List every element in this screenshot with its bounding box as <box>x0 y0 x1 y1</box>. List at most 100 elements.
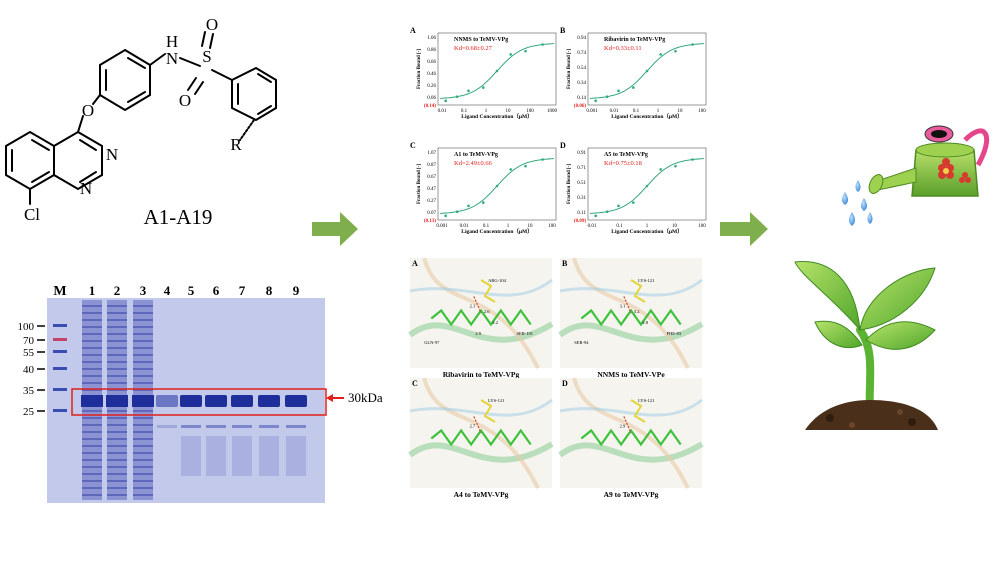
mst-xtick: 1 <box>507 224 510 229</box>
gel-lane <box>258 395 280 476</box>
mst-title: NNMS to TeMV-VPg <box>454 37 508 43</box>
atom-h: H <box>166 32 178 51</box>
gel-lane <box>106 300 128 500</box>
mst-data-point <box>467 204 470 208</box>
mst-title: A5 to TeMV-VPg <box>604 152 648 158</box>
gel-lane <box>81 300 103 500</box>
mst-xtick: 0.01 <box>610 109 619 114</box>
right-arrow-icon <box>720 212 768 246</box>
mst-data-point <box>659 53 662 56</box>
mst-ytick: 1.06 <box>427 36 436 41</box>
mst-xtick: 0.01 <box>438 109 447 114</box>
right-arrow-icon <box>312 212 358 246</box>
gel-lane <box>231 395 253 476</box>
mst-ytick: 0.67 <box>427 175 436 180</box>
chemical-structure <box>5 31 277 205</box>
chemical-atom-labels: H N S O O O N N R Cl <box>24 15 242 224</box>
gel-lane <box>180 395 202 476</box>
mst-xtick: 0.1 <box>483 224 490 229</box>
water-drops <box>842 180 873 226</box>
docking-caption: NNMS to TeMV-VPe <box>597 370 665 379</box>
docking-caption: A9 to TeMV-VPg <box>604 490 659 499</box>
gel-lane <box>156 395 178 428</box>
gel-lane-label: 1 <box>89 283 96 298</box>
mst-ytick: 0.71 <box>577 166 586 171</box>
mst-xtick: 0.1 <box>616 224 623 229</box>
water-drop-icon <box>855 180 861 192</box>
mst-xtick: 1 <box>646 224 649 229</box>
hydrogen-bond <box>623 296 632 314</box>
gel-lane-label: 5 <box>188 283 195 298</box>
mst-data-point <box>467 89 470 93</box>
mst-panel: A NNMS to TeMV-VPg Kd=0.68±0.27 1.06 0.86 0.6… <box>410 26 558 120</box>
atom-n1: N <box>106 145 118 164</box>
mst-data-point <box>659 168 662 171</box>
docking-panel: A Ribavirin to TeMV-VPg ARG-104 GLN-97 SER-1… <box>408 257 554 379</box>
pyrimidine-ring <box>53 130 103 191</box>
mst-ylabel: Fraction Bound [-] <box>567 49 572 89</box>
docking-panel: B NNMS to TeMV-VPe LYS-121 SER-94 PHE-83 3.1 3… <box>558 257 704 379</box>
mst-xlabel: Ligand Concentration（μM） <box>611 112 682 120</box>
mst-ytick: 0.27 <box>427 199 436 204</box>
gel-mw-label: 70 <box>23 335 35 347</box>
target-band-box <box>71 388 327 416</box>
mst-ytick: 0.34 <box>577 81 586 86</box>
mst-data-point <box>541 158 544 161</box>
mst-data-point <box>617 89 620 93</box>
mst-data-point <box>605 210 609 213</box>
mst-plot-frame <box>587 147 707 221</box>
docking-distance-label: 2.9 <box>620 424 626 429</box>
water-drop-icon <box>867 212 873 224</box>
water-drop-icon <box>849 212 855 226</box>
mst-kd: Kd=0.33±0.11 <box>604 45 642 52</box>
mst-data-point <box>674 49 677 53</box>
mst-kd: Kd=0.75±0.18 <box>604 160 642 167</box>
mst-ytick: 0.31 <box>577 196 586 201</box>
mst-data-point <box>594 214 597 218</box>
docking-distance-label: 2.6 <box>484 309 490 314</box>
gel-mw-label: 40 <box>23 364 35 376</box>
mst-plot-frame <box>437 32 557 106</box>
mst-panel-letter: C <box>410 141 416 150</box>
mst-xlabel: Ligand Concentration（μM） <box>461 227 532 235</box>
mst-ytick: 0.11 <box>577 211 586 216</box>
mst-xtick: 10 <box>678 109 684 114</box>
docking-panel: D A9 to TeMV-VPg LYS-121 2.9 <box>558 377 704 499</box>
gel-mw-label: 25 <box>23 406 35 418</box>
atom-o-ether: O <box>82 101 94 120</box>
ligand-structure <box>580 308 682 327</box>
docking-panel-letter: D <box>562 379 568 388</box>
docking-residue-label: ARG-104 <box>488 278 506 283</box>
mst-xlabel: Ligand Concentration（μM） <box>461 112 532 120</box>
mst-ytick: 0.06 <box>427 96 436 101</box>
mst-xtick: 100 <box>548 224 556 229</box>
gel-lane <box>205 395 227 476</box>
mst-data-point <box>495 184 499 188</box>
gel-lane-label: 7 <box>239 283 246 298</box>
mst-data-point <box>645 69 649 73</box>
sprout-icon <box>794 261 936 419</box>
mst-data-point <box>444 214 448 218</box>
hydrogen-bond <box>473 296 482 314</box>
ligand-structure <box>580 428 682 447</box>
mst-xtick: 100 <box>526 109 534 114</box>
mst-data-point <box>691 43 694 46</box>
compound-series-label: A1-A19 <box>144 205 213 229</box>
docking-residue-label: PHE-83 <box>667 331 682 336</box>
mst-ylabel: Fraction Bound [-] <box>417 164 422 204</box>
mst-data-point <box>455 210 459 213</box>
sds-page-gel: M 1 2 3 4 5 6 7 8 9 100 70 55 40 35 25 <box>18 283 383 503</box>
gel-lane <box>132 300 154 500</box>
water-drop-icon <box>861 198 867 211</box>
mst-data-point <box>509 168 512 171</box>
mst-ytick: 0.86 <box>427 48 436 53</box>
atom-cl: Cl <box>24 205 40 224</box>
mst-ylabel: Fraction Bound [-] <box>567 164 572 204</box>
mst-plot-frame <box>587 32 707 106</box>
mst-xtick: 10 <box>672 224 678 229</box>
atom-o-bottom: O <box>179 91 191 110</box>
mst-data-point <box>632 86 635 89</box>
hydrogen-bond <box>623 416 632 434</box>
mst-data-point <box>594 99 597 103</box>
